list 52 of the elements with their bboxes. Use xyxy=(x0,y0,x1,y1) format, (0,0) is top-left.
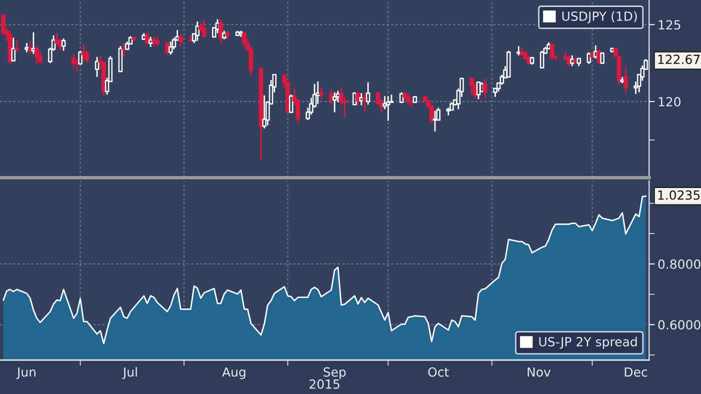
candlestick xyxy=(24,42,29,54)
candlestick xyxy=(540,50,544,70)
candlestick xyxy=(11,37,16,62)
x-tick-label: Jul xyxy=(122,367,137,380)
candlestick xyxy=(329,89,334,106)
y-tick-label: 0.8000 xyxy=(658,259,700,269)
candlestick xyxy=(262,94,266,130)
candlestick xyxy=(288,94,294,114)
y-tick-label: 120 xyxy=(658,97,680,106)
legend-label: US-JP 2Y spread xyxy=(539,336,637,349)
candlestick xyxy=(145,32,150,45)
annotation: 1.0235 xyxy=(658,190,700,200)
candlestick xyxy=(94,56,100,78)
y-tick-label: 0.6000 xyxy=(658,320,700,330)
candlestick xyxy=(218,19,223,44)
candlestick xyxy=(122,42,126,58)
candlestick xyxy=(342,96,347,118)
candlestick xyxy=(470,77,474,96)
candlestick xyxy=(550,42,554,61)
x-tick-label: Dec xyxy=(624,367,648,377)
candlestick xyxy=(406,92,410,106)
candlestick xyxy=(78,50,82,66)
candlestick xyxy=(483,78,488,100)
candlestick xyxy=(386,95,390,122)
x-tick-label: Aug xyxy=(222,367,246,380)
candlestick xyxy=(202,19,206,38)
candlestick xyxy=(352,92,357,106)
annotation: 122.67 xyxy=(658,54,700,64)
candlestick xyxy=(14,39,19,54)
candlestick xyxy=(118,45,123,72)
x-tick-label: Nov xyxy=(528,367,551,377)
candlestick xyxy=(566,54,571,67)
candlestick xyxy=(316,80,320,105)
legend-label: USDJPY (1D) xyxy=(562,11,637,24)
candlestick xyxy=(624,66,628,94)
candlestick xyxy=(61,38,66,52)
candlestick xyxy=(82,43,86,62)
candlestick xyxy=(319,87,324,100)
candlestick xyxy=(165,40,170,56)
x-tick-label: Oct xyxy=(428,367,449,377)
candlestick xyxy=(242,32,246,47)
candlestick xyxy=(359,92,364,106)
y-tick-label: 125 xyxy=(658,20,680,30)
candlestick xyxy=(178,33,183,47)
candlestick xyxy=(366,82,370,106)
x-tick-label: Jun xyxy=(16,367,36,380)
candlestick xyxy=(516,45,521,56)
candlestick xyxy=(332,92,337,114)
candlestick xyxy=(34,44,39,65)
x-tick-label: Sep xyxy=(324,367,346,380)
x-axis-title: 2015 xyxy=(310,379,340,389)
candlestick xyxy=(168,40,173,56)
